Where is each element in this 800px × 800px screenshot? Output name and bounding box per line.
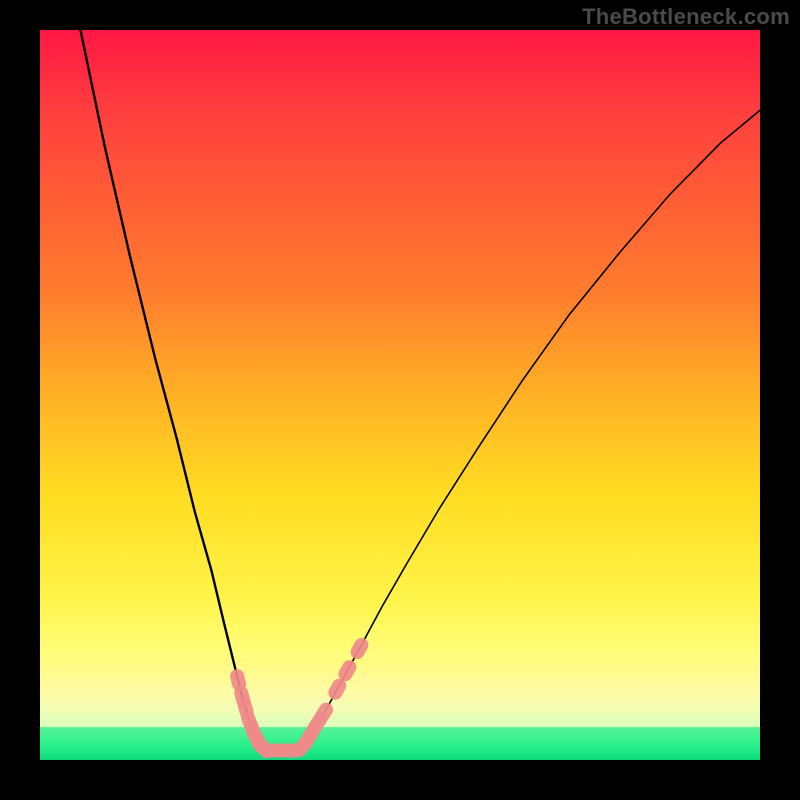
bottleneck-chart (0, 0, 800, 800)
watermark: TheBottleneck.com (582, 4, 790, 30)
green-band (40, 727, 760, 760)
plot-area (40, 30, 760, 760)
highlight-band (40, 658, 760, 727)
